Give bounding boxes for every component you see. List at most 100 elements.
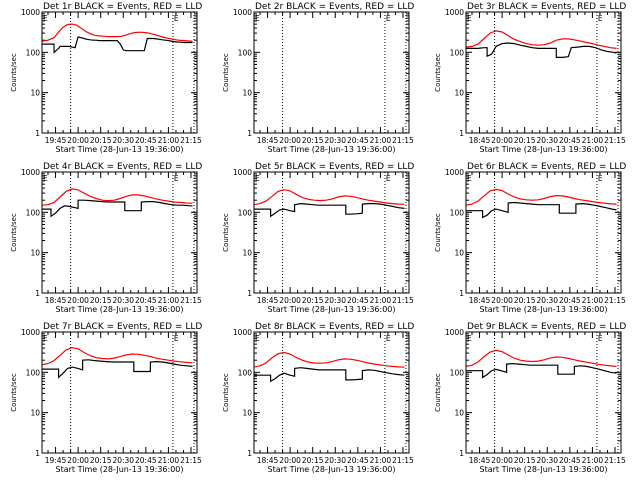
events-series-line xyxy=(254,202,405,218)
plot-frame xyxy=(253,171,410,294)
x-axis-title: Start Time (28-Jun-13 19:36:00) xyxy=(56,145,184,154)
events-series-line xyxy=(42,36,193,54)
y-tick-label: 1000 xyxy=(445,8,464,17)
x-tick-label: 20:00 xyxy=(491,296,513,305)
panel-title: Det 9r BLACK = Events, RED = LLD xyxy=(467,322,626,332)
plot-frame xyxy=(465,11,622,134)
panel-title: Det 6r BLACK = Events, RED = LLD xyxy=(467,162,626,172)
x-tick-label: 21:15 xyxy=(180,136,202,145)
x-tick-label: 20:00 xyxy=(279,456,301,465)
x-tick-label: 20:00 xyxy=(491,136,513,145)
x-tick-label: 20:15 xyxy=(302,456,324,465)
y-tick-label: 1000 xyxy=(233,168,252,177)
y-axis-title: Counts/sec xyxy=(434,213,442,252)
x-tick-label: 20:00 xyxy=(279,296,301,305)
y-tick-label: 100 xyxy=(238,48,253,57)
y-tick-label: 100 xyxy=(26,368,41,377)
y-axis-title: Counts/sec xyxy=(222,373,230,412)
y-axis-title: Counts/sec xyxy=(10,53,18,92)
x-tick-label: 18:45 xyxy=(469,136,491,145)
x-tick-label: 18:45 xyxy=(45,296,67,305)
y-tick-label: 1 xyxy=(35,129,40,138)
detector-panel: Det 9r BLACK = Events, RED = LLD 1 10 100 10… xyxy=(434,322,626,474)
x-tick-label: 20:15 xyxy=(90,456,112,465)
panel-title: Det 7r BLACK = Events, RED = LLD xyxy=(43,322,202,332)
detector-panel: Det 7r BLACK = Events, RED = LLD 1 10 100 10… xyxy=(10,322,202,474)
y-axis-title: Counts/sec xyxy=(434,373,442,412)
lld-series-line xyxy=(253,189,405,206)
x-tick-label: 20:15 xyxy=(514,296,536,305)
detector-panel: Det 8r BLACK = Events, RED = LLD 1 10 100 10… xyxy=(222,322,414,474)
x-tick-label: 19:45 xyxy=(45,136,67,145)
x-tick-label: 20:45 xyxy=(135,296,157,305)
x-tick-label: 21:15 xyxy=(392,296,414,305)
y-tick-label: 10 xyxy=(30,249,40,258)
events-series-line xyxy=(42,199,193,218)
x-tick-label: 18:45 xyxy=(257,136,279,145)
y-tick-label: 100 xyxy=(450,48,465,57)
x-tick-label: 20:00 xyxy=(491,456,513,465)
event-marker-label: E xyxy=(598,174,603,183)
y-tick-label: 100 xyxy=(26,48,41,57)
lld-series-line xyxy=(465,349,617,367)
x-tick-label: 21:15 xyxy=(604,456,626,465)
y-tick-label: 10 xyxy=(242,89,252,98)
events-series-line xyxy=(466,201,617,219)
detector-panel: Det 2r BLACK = Events, RED = LLD 1 10 100 10… xyxy=(222,2,414,154)
x-tick-label: 20:45 xyxy=(135,456,157,465)
x-tick-label: 20:15 xyxy=(90,296,112,305)
x-tick-label: 21:00 xyxy=(370,456,392,465)
x-tick-label: 18:45 xyxy=(469,456,491,465)
event-marker-label: E xyxy=(467,174,472,183)
y-tick-label: 1 xyxy=(35,289,40,298)
event-marker-label: E xyxy=(598,334,603,343)
x-tick-label: 20:15 xyxy=(90,136,112,145)
lld-series-line xyxy=(41,346,193,366)
x-axis-title: Start Time (28-Jun-13 19:36:00) xyxy=(56,465,184,474)
x-tick-label: 21:15 xyxy=(604,296,626,305)
panel-title: Det 1r BLACK = Events, RED = LLD xyxy=(43,2,202,12)
lld-series-line xyxy=(465,188,617,206)
x-tick-label: 20:15 xyxy=(514,136,536,145)
event-marker-label: E xyxy=(598,14,603,23)
x-tick-label: 20:00 xyxy=(67,296,89,305)
x-tick-label: 20:30 xyxy=(324,456,346,465)
x-tick-label: 18:45 xyxy=(257,456,279,465)
x-tick-label: 21:00 xyxy=(370,296,392,305)
detector-panel: Det 1r BLACK = Events, RED = LLD 1 10 100 10… xyxy=(10,2,202,154)
lld-series-line xyxy=(253,351,405,368)
x-tick-label: 21:00 xyxy=(370,136,392,145)
events-series-line xyxy=(254,367,405,383)
y-tick-label: 1000 xyxy=(233,328,252,337)
panel-title: Det 4r BLACK = Events, RED = LLD xyxy=(43,162,202,172)
y-tick-label: 100 xyxy=(450,368,465,377)
x-tick-label: 20:15 xyxy=(514,456,536,465)
lld-series-line xyxy=(41,188,193,206)
x-tick-label: 20:30 xyxy=(112,136,134,145)
y-tick-label: 10 xyxy=(454,89,464,98)
x-tick-label: 21:15 xyxy=(392,136,414,145)
y-tick-label: 1 xyxy=(247,289,252,298)
x-tick-label: 21:00 xyxy=(582,456,604,465)
y-tick-label: 100 xyxy=(450,208,465,217)
x-axis-title: Start Time (28-Jun-13 19:36:00) xyxy=(480,145,608,154)
x-tick-label: 21:00 xyxy=(158,136,180,145)
x-tick-label: 18:45 xyxy=(469,296,491,305)
event-marker-label: E xyxy=(43,14,48,23)
y-tick-label: 1 xyxy=(35,449,40,458)
y-tick-label: 1 xyxy=(459,129,464,138)
y-tick-label: 1000 xyxy=(21,328,40,337)
x-tick-label: 21:00 xyxy=(158,296,180,305)
x-axis-title: Start Time (28-Jun-13 19:36:00) xyxy=(268,305,396,314)
x-tick-label: 20:15 xyxy=(302,136,324,145)
x-axis-title: Start Time (28-Jun-13 19:36:00) xyxy=(268,145,396,154)
y-tick-label: 1000 xyxy=(445,328,464,337)
x-tick-label: 21:15 xyxy=(392,456,414,465)
x-axis-title: Start Time (28-Jun-13 19:36:00) xyxy=(480,305,608,314)
x-tick-label: 20:45 xyxy=(347,136,369,145)
y-tick-label: 10 xyxy=(242,249,252,258)
y-tick-label: 10 xyxy=(30,89,40,98)
x-axis-title: Start Time (28-Jun-13 19:36:00) xyxy=(480,465,608,474)
x-axis-title: Start Time (28-Jun-13 19:36:00) xyxy=(268,465,396,474)
